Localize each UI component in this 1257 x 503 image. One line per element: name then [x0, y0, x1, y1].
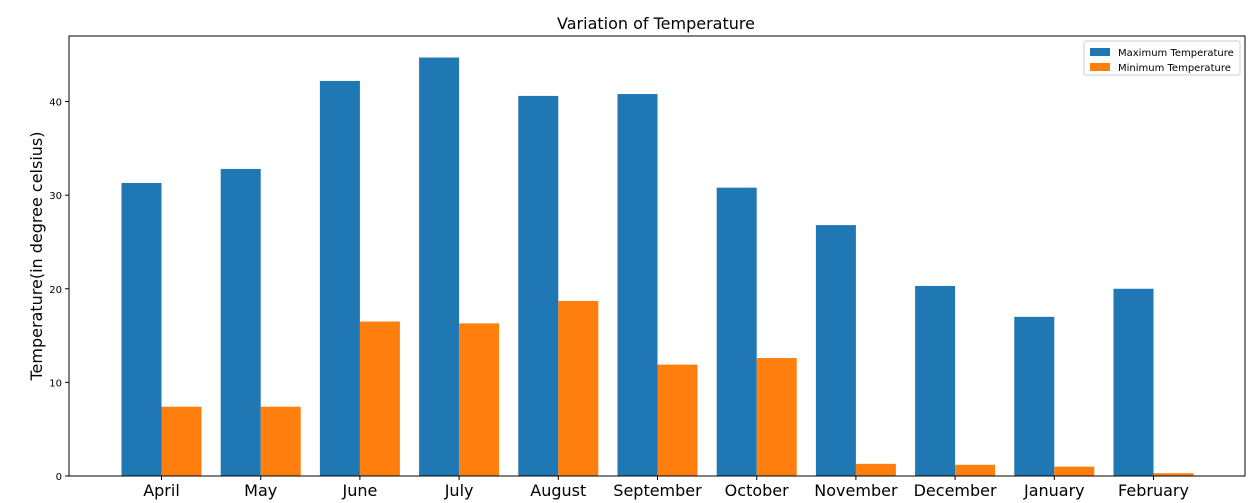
legend: Maximum Temperature Minimum Temperature [1083, 40, 1241, 76]
y-tick-label: 40 [49, 98, 62, 109]
legend-box [1083, 40, 1241, 76]
y-axis: 0 10 20 30 40 [49, 98, 69, 483]
x-tick-label: August [530, 481, 586, 500]
x-tick-label: July [444, 481, 474, 500]
x-tick-label: December [914, 481, 997, 500]
min-temp-bar-august [558, 300, 599, 476]
min-temp-bar-july [459, 323, 500, 476]
max-temp-bar-september [617, 94, 658, 477]
x-tick-label: January [1023, 481, 1085, 500]
y-tick-label: 10 [49, 378, 62, 389]
legend-label: Maximum Temperature [1118, 48, 1234, 59]
x-tick-label: May [244, 481, 277, 500]
min-temp-bar-january [1054, 466, 1095, 476]
x-tick-label: October [725, 481, 789, 500]
max-temp-bar-june [319, 80, 360, 477]
max-temp-bar-august [518, 95, 559, 477]
legend-swatch [1090, 48, 1110, 56]
max-temp-bar-october [716, 187, 757, 476]
min-temp-bar-october [756, 358, 797, 476]
x-axis: April May June July August September October No… [143, 476, 1189, 500]
x-tick-label: June [341, 481, 377, 500]
max-temp-bar-july [419, 57, 460, 476]
min-temp-bar-february [1153, 473, 1194, 476]
max-temp-bar-may [220, 168, 261, 477]
min-temp-bar-september [657, 364, 698, 476]
y-tick-label: 20 [49, 285, 62, 296]
min-temp-bar-december [955, 464, 996, 476]
plot-area [121, 57, 1194, 477]
x-tick-label: September [613, 481, 702, 500]
y-axis-label: Temperature(in degree celsius) [27, 131, 46, 381]
min-temp-bar-april [161, 406, 202, 476]
y-tick-label: 0 [56, 472, 62, 483]
legend-label: Minimum Temperature [1118, 63, 1231, 74]
chart-title: Variation of Temperature [557, 14, 755, 33]
max-temp-bar-january [1014, 316, 1055, 476]
max-temp-bar-december [915, 285, 956, 476]
min-temp-bar-june [359, 321, 400, 476]
max-temp-bar-april [121, 182, 162, 476]
x-tick-label: April [143, 481, 180, 500]
max-temp-bar-november [815, 225, 856, 476]
x-tick-label: November [814, 481, 898, 500]
legend-swatch [1090, 63, 1110, 71]
y-tick-label: 30 [49, 191, 62, 202]
x-tick-label: February [1118, 481, 1189, 500]
min-temp-bar-november [855, 463, 896, 476]
max-temp-bar-february [1113, 288, 1154, 476]
min-temp-bar-may [260, 406, 301, 476]
